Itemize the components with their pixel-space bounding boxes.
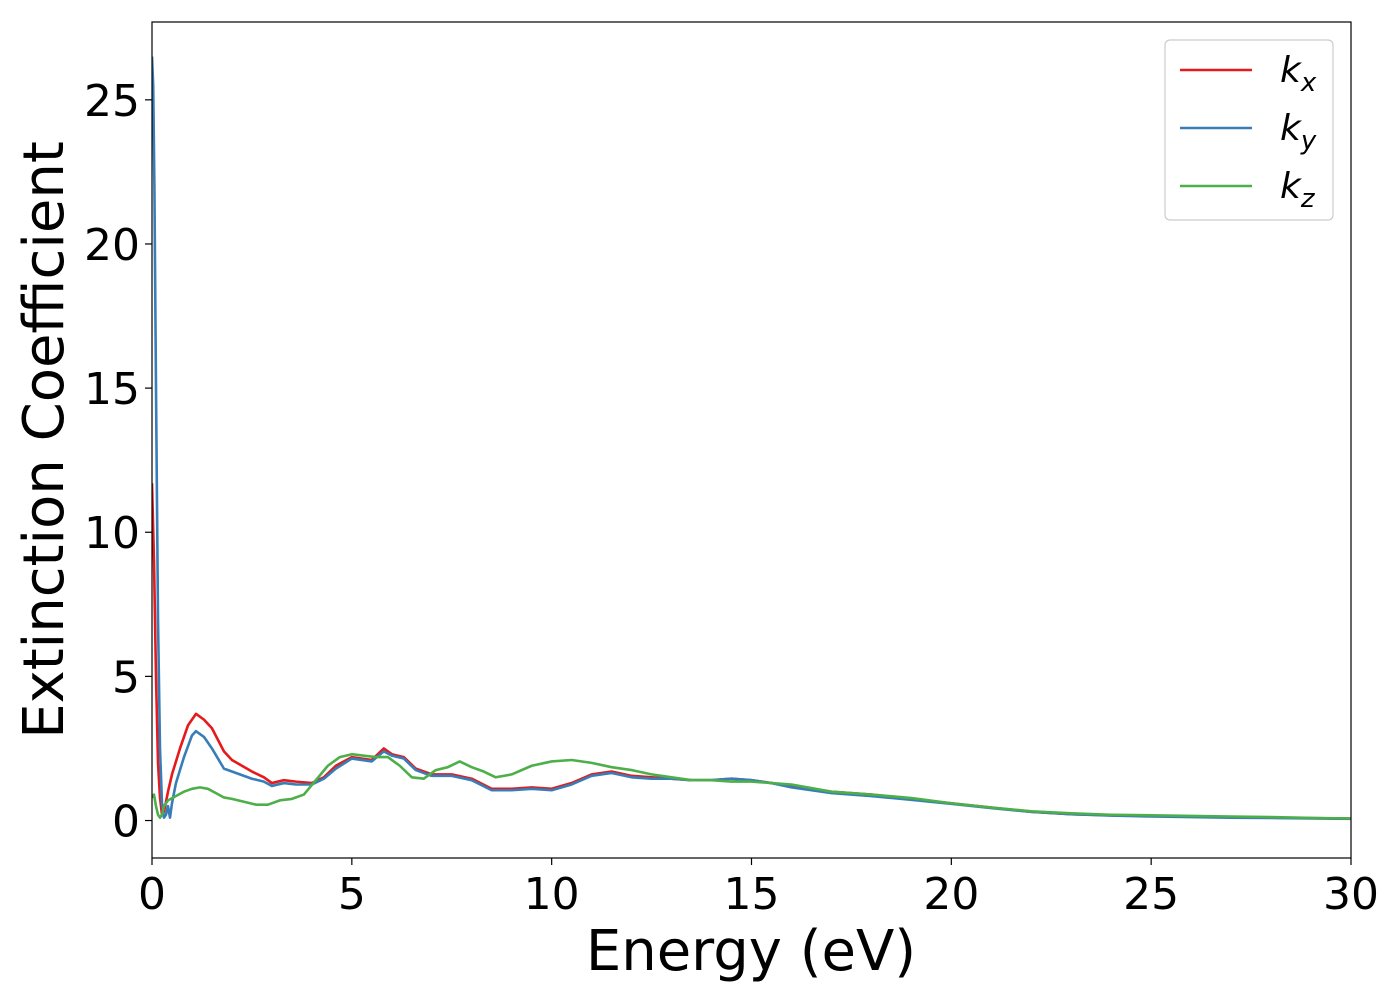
legend-box [1164, 39, 1334, 221]
series-line-ky [152, 56, 1351, 821]
legend: kx ky kz [1164, 39, 1334, 221]
y-tick-label: 0 [112, 797, 140, 848]
y-axis-ticks: 0 5 10 15 20 25 [84, 76, 152, 848]
y-axis-title: Extinction Coefficient [12, 141, 77, 739]
x-tick-label: 0 [138, 869, 166, 920]
x-tick-label: 5 [338, 869, 366, 920]
legend-label-kx: kx [1280, 50, 1317, 98]
y-tick-label: 5 [112, 652, 140, 703]
y-tick-label: 10 [84, 508, 140, 559]
x-axis-title: Energy (eV) [586, 919, 916, 984]
x-axis-ticks: 0 5 10 15 20 25 30 [138, 858, 1379, 920]
x-tick-label: 15 [724, 869, 780, 920]
x-tick-label: 25 [1123, 869, 1179, 920]
x-tick-label: 30 [1323, 869, 1379, 920]
legend-label-ky: ky [1280, 108, 1317, 156]
legend-label-kz: kz [1280, 166, 1316, 214]
x-tick-label: 20 [923, 869, 979, 920]
series-layer [152, 56, 1351, 821]
y-tick-label: 25 [84, 76, 140, 127]
y-tick-label: 20 [84, 220, 140, 271]
y-tick-label: 15 [84, 364, 140, 415]
series-line-kz [152, 752, 1351, 820]
x-tick-label: 10 [524, 869, 580, 920]
